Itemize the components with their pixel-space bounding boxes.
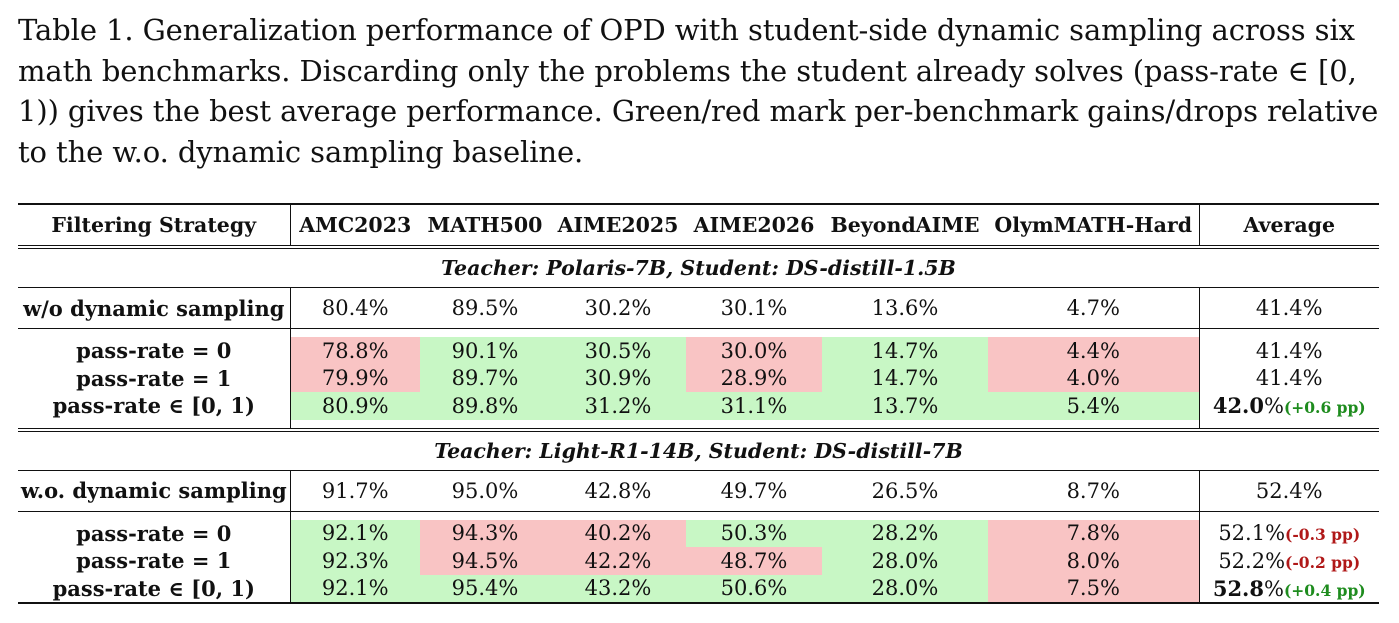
row-label: pass-rate = 1: [18, 364, 291, 392]
cell-drop: 42.2%: [550, 547, 686, 575]
avg-percent: %: [1263, 394, 1284, 419]
table-row: pass-rate = 1 92.3% 94.5% 42.2% 48.7% 28…: [18, 547, 1379, 575]
header-row: Filtering Strategy AMC2023 MATH500 AIME2…: [18, 203, 1379, 249]
avg-cell: 52.2%(-0.2 pp): [1199, 547, 1379, 575]
row-label: pass-rate = 0: [18, 337, 291, 365]
cell: 49.7%: [686, 470, 822, 512]
cell-drop: 79.9%: [290, 364, 420, 392]
header-average: Average: [1199, 203, 1379, 249]
cell: 89.5%: [420, 287, 550, 329]
avg-cell: 52.4%: [1199, 470, 1379, 512]
cell: 8.7%: [988, 470, 1200, 512]
header-amc2023: AMC2023: [290, 203, 420, 249]
row-label: w/o dynamic sampling: [18, 287, 291, 329]
avg-cell: 52.8%(+0.4 pp): [1199, 574, 1379, 604]
cell: 30.2%: [550, 287, 686, 329]
table-row: pass-rate = 0 78.8% 90.1% 30.5% 30.0% 14…: [18, 337, 1379, 365]
table-row: pass-rate ∈ [0, 1) 80.9% 89.8% 31.2% 31.…: [18, 392, 1379, 420]
cell-drop: 7.5%: [988, 574, 1200, 604]
cell-drop: 94.3%: [420, 519, 550, 547]
cell: 91.7%: [290, 470, 420, 512]
cell-drop: 4.0%: [988, 364, 1200, 392]
cell-gain: 80.9%: [290, 392, 420, 420]
cell-gain: 90.1%: [420, 337, 550, 365]
table-row: pass-rate ∈ [0, 1) 92.1% 95.4% 43.2% 50.…: [18, 574, 1379, 604]
cell-gain: 30.5%: [550, 337, 686, 365]
cell-drop: 94.5%: [420, 547, 550, 575]
avg-cell: 42.0%(+0.6 pp): [1199, 392, 1379, 420]
cell-gain: 92.1%: [290, 574, 420, 604]
cell-gain: 31.2%: [550, 392, 686, 420]
cell: 80.4%: [290, 287, 420, 329]
avg-cell: 41.4%: [1255, 338, 1323, 363]
delta-drop: (-0.3 pp): [1285, 525, 1361, 545]
header-aime2026: AIME2026: [686, 203, 822, 249]
cell-gain: 13.7%: [822, 392, 988, 420]
baseline-row: w.o. dynamic sampling 91.7% 95.0% 42.8% …: [18, 470, 1379, 512]
table-caption: Table 1. Generalization performance of O…: [18, 13, 1379, 169]
cell-gain: 43.2%: [550, 574, 686, 604]
avg-value: 52.2%: [1218, 548, 1286, 573]
table-row: pass-rate = 0 92.1% 94.3% 40.2% 50.3% 28…: [18, 519, 1379, 548]
cell-gain: 28.0%: [822, 574, 988, 604]
cell: 95.0%: [420, 470, 550, 512]
avg-best-value: 42.0: [1212, 393, 1264, 419]
header-beyondaime: BeyondAIME: [822, 203, 988, 249]
header-math500: MATH500: [420, 203, 550, 249]
cell: 30.1%: [686, 287, 822, 329]
cell: 26.5%: [822, 470, 988, 512]
cell-gain: 28.2%: [822, 519, 988, 547]
header-olymmath-hard: OlymMATH-Hard: [988, 203, 1200, 249]
cell-gain: 30.9%: [550, 364, 686, 392]
section-row: Teacher: Polaris-7B, Student: DS-distill…: [18, 247, 1379, 288]
cell-drop: 8.0%: [988, 547, 1200, 575]
cell: 13.6%: [822, 287, 988, 329]
avg-best-value: 52.8: [1212, 575, 1264, 601]
cell-drop: 4.4%: [988, 337, 1200, 365]
cell-drop: 78.8%: [290, 337, 420, 365]
cell-drop: 40.2%: [550, 519, 686, 547]
cell-gain: 14.7%: [822, 337, 988, 365]
results-table: Filtering Strategy AMC2023 MATH500 AIME2…: [18, 203, 1379, 604]
cell-drop: 28.9%: [686, 364, 822, 392]
table-row: pass-rate = 1 79.9% 89.7% 30.9% 28.9% 14…: [18, 364, 1379, 392]
baseline-row: w/o dynamic sampling 80.4% 89.5% 30.2% 3…: [18, 287, 1379, 329]
header-filtering-strategy: Filtering Strategy: [18, 203, 291, 249]
row-label: pass-rate ∈ [0, 1): [18, 392, 291, 420]
section-title: Teacher: Light-R1-14B, Student: DS-disti…: [18, 427, 1379, 471]
avg-cell: 41.4%: [1199, 287, 1379, 329]
section-title: Teacher: Polaris-7B, Student: DS-distill…: [18, 247, 1379, 288]
cell-gain: 92.3%: [290, 547, 420, 575]
row-label: pass-rate ∈ [0, 1): [18, 574, 291, 604]
avg-cell: 41.4%: [1255, 366, 1323, 391]
cell-gain: 5.4%: [988, 392, 1200, 420]
cell-gain: 14.7%: [822, 364, 988, 392]
header-aime2025: AIME2025: [550, 203, 686, 249]
cell-drop: 48.7%: [686, 547, 822, 575]
cell-gain: 92.1%: [290, 519, 420, 547]
cell: 4.7%: [988, 287, 1200, 329]
cell-gain: 95.4%: [420, 574, 550, 604]
section-row: Teacher: Light-R1-14B, Student: DS-disti…: [18, 427, 1379, 471]
cell-gain: 89.7%: [420, 364, 550, 392]
delta-drop: (-0.2 pp): [1285, 552, 1361, 572]
cell-gain: 89.8%: [420, 392, 550, 420]
avg-percent: %: [1263, 576, 1284, 601]
cell-gain: 50.3%: [686, 519, 822, 547]
cell-drop: 30.0%: [686, 337, 822, 365]
cell-gain: 50.6%: [686, 574, 822, 604]
row-label: pass-rate = 0: [18, 519, 291, 547]
cell-drop: 7.8%: [988, 519, 1200, 547]
avg-value: 52.1%: [1218, 521, 1286, 546]
row-label: pass-rate = 1: [18, 547, 291, 575]
cell: 42.8%: [550, 470, 686, 512]
avg-cell: 52.1%(-0.3 pp): [1199, 520, 1379, 548]
cell-gain: 31.1%: [686, 392, 822, 420]
delta-gain: (+0.4 pp): [1283, 580, 1366, 600]
row-label: w.o. dynamic sampling: [18, 470, 291, 512]
cell-gain: 28.0%: [822, 547, 988, 575]
delta-gain: (+0.6 pp): [1283, 398, 1366, 418]
